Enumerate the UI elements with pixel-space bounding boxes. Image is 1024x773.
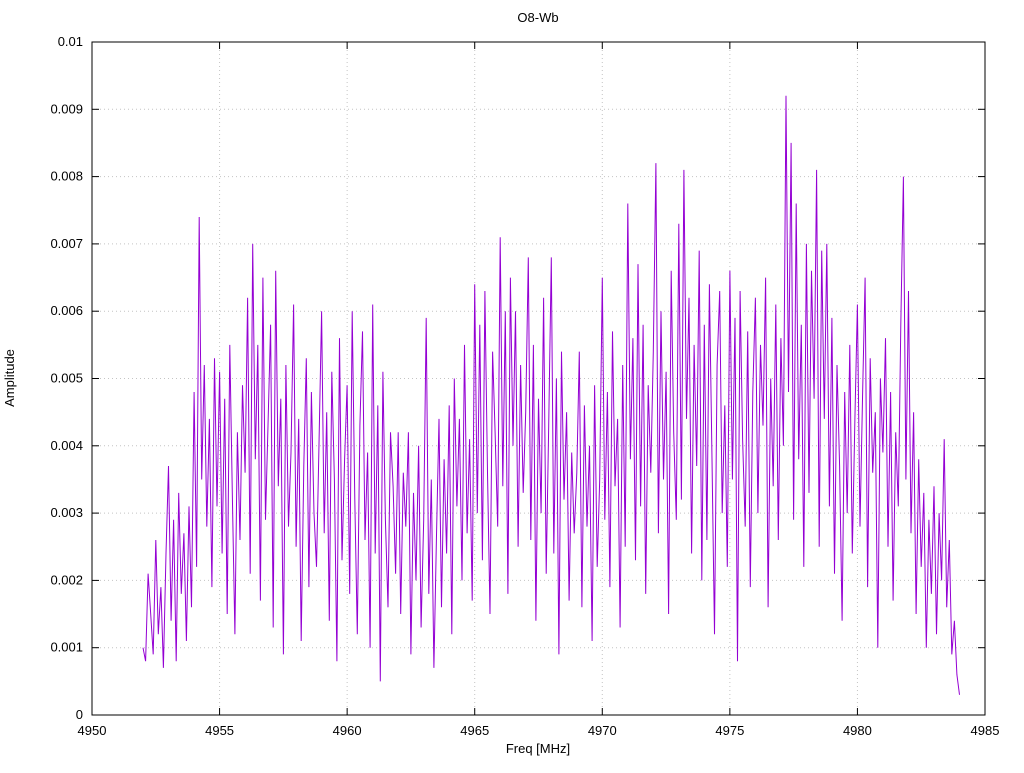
plot-border [91,41,986,716]
x-tick-label: 4960 [333,723,362,738]
y-tick-label: 0.001 [50,640,83,655]
y-tick-label: 0.006 [50,303,83,318]
x-tick-label: 4980 [843,723,872,738]
y-tick-label: 0.005 [50,371,83,386]
y-tick-label: 0.002 [50,572,83,587]
x-tick-label: 4975 [715,723,744,738]
series-line [142,95,960,695]
y-axis-label: Amplitude [2,349,17,407]
x-tick-label: 4955 [205,723,234,738]
y-tick-label: 0.008 [50,169,83,184]
x-tick-label: 4965 [460,723,489,738]
x-axis-label: Freq [MHz] [506,741,570,756]
y-tick-label: 0.004 [50,438,83,453]
y-tick-label: 0.009 [50,101,83,116]
y-tick-label: 0 [76,707,83,722]
y-tick-label: 0.003 [50,505,83,520]
x-tick-label: 4970 [588,723,617,738]
chart-title: O8-Wb [517,10,558,25]
x-tick-label: 4985 [971,723,1000,738]
y-tick-label: 0.01 [58,34,83,49]
x-tick-label: 4950 [78,723,107,738]
y-tick-label: 0.007 [50,236,83,251]
